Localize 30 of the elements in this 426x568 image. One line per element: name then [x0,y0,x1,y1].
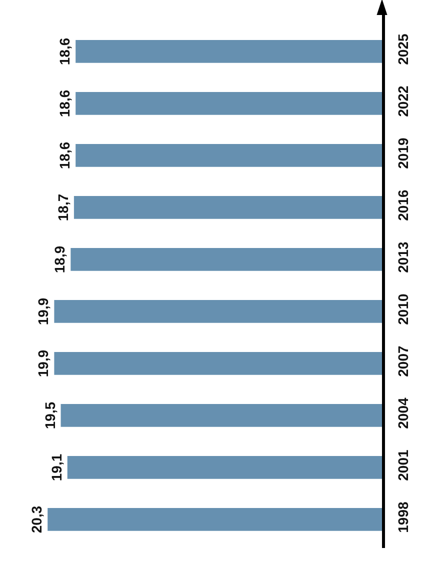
data-label: 19,9 [35,350,52,378]
bar [54,300,382,323]
y-tick-label: 2016 [394,190,411,221]
data-label: 20,3 [28,506,45,534]
y-tick-label: 2004 [394,398,411,429]
bar [67,456,382,479]
bar [74,196,382,219]
data-label: 19,5 [42,402,58,430]
data-label: 18,7 [54,194,71,222]
bar [48,508,382,531]
data-label: 19,9 [35,298,52,326]
bar [76,40,382,63]
data-label: 18,6 [56,90,73,118]
bar [76,92,382,115]
y-tick-label: 2001 [394,450,411,481]
bar [70,248,382,271]
y-tick-label: 2022 [394,86,411,117]
bar [76,144,382,167]
y-tick-label: 2007 [394,346,411,377]
data-label: 19,1 [48,454,64,482]
y-tick-label: 2025 [394,34,411,65]
bar [54,352,382,375]
y-tick-label: 2013 [394,242,411,273]
data-label: 18,6 [56,38,73,66]
data-label: 18,9 [52,246,68,274]
y-tick-label: 1998 [394,502,411,533]
bar [60,404,382,427]
y-tick-label: 2010 [394,294,411,325]
y-tick-label: 2019 [394,138,411,169]
data-label: 18,6 [56,142,73,170]
